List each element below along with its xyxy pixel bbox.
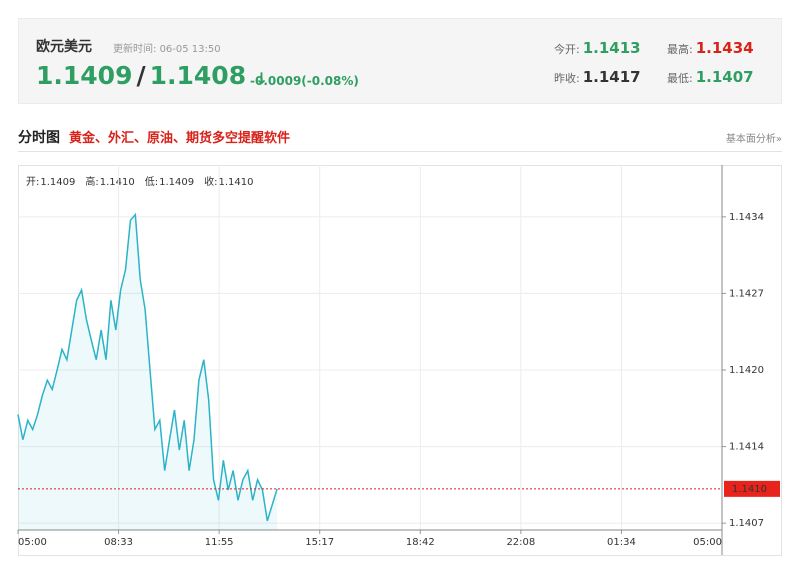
arrow: ↓ [254, 69, 269, 88]
stat: 今开: 1.1413 [554, 39, 641, 57]
y-tick-label: 1.1407 [729, 518, 764, 529]
divider [18, 151, 782, 152]
ohlc-value: 1.1409 [159, 177, 194, 188]
ohlc-label: 开: [26, 177, 39, 188]
last-price-badge [724, 480, 780, 497]
stat-label: 最低: [667, 72, 693, 85]
ask: 1.1408 [149, 61, 247, 90]
stat-label: 昨收: [554, 72, 580, 85]
y-tick-label: 1.1434 [729, 212, 764, 223]
ohlc-value: 1.1410 [100, 177, 135, 188]
stat-value: 1.1407 [695, 68, 754, 86]
price: 1.1409/1.1408 ↓ [36, 61, 268, 90]
update-label: 更新时间: [113, 44, 157, 55]
quote-panel: 欧元美元 更新时间: 06-05 13:50 1.1409/1.1408 ↓ -… [18, 18, 782, 104]
ohlc-label: 低: [145, 175, 158, 188]
stat: 昨收: 1.1417 [554, 68, 641, 86]
bid: 1.1409 [36, 61, 133, 90]
ohlc-label: 收: [204, 175, 217, 188]
area [18, 214, 278, 531]
update-time: 更新时间: 06-05 13:50 [113, 40, 221, 55]
x-tick-label: 11:55 [205, 537, 234, 548]
x-tick-label: 08:33 [104, 537, 133, 548]
chart-frame [18, 165, 782, 556]
stat-label: 今开: [554, 43, 580, 56]
ohlc-value: 1.1409 [40, 177, 75, 188]
stat-value: 1.1413 [582, 39, 641, 57]
change: -0.0009(-0.08%) [250, 74, 359, 88]
update-value: 06-05 13:50 [159, 44, 221, 55]
promo-link[interactable]: 黄金、外汇、原油、期货多空提醒软件 [69, 131, 291, 146]
x-tick-label: 22:08 [506, 537, 535, 548]
ohlc-value: 1.1410 [219, 177, 254, 188]
x-tick-label: 15:17 [305, 537, 334, 548]
price-line [17, 212, 278, 522]
ohlc-label: 高: [85, 175, 98, 188]
stat: 最低: 1.1407 [667, 68, 754, 86]
instrument-name: 欧元美元 [36, 39, 92, 55]
x-tick-label: 05:00 [693, 537, 722, 548]
x-tick-label: 01:34 [607, 537, 636, 548]
x-tick-label: 05:00 [18, 537, 47, 548]
x-tick-label: 18:42 [406, 537, 435, 548]
y-tick-label: 1.1427 [729, 288, 764, 299]
stat: 最高: 1.1434 [667, 39, 754, 57]
last-price-label: 1.1410 [732, 484, 767, 495]
y-tick-label: 1.1414 [729, 442, 764, 453]
stat-value: 1.1434 [695, 39, 754, 57]
section-title: 分时图 [18, 130, 60, 146]
y-tick-label: 1.1420 [729, 365, 764, 376]
separator: / [136, 61, 146, 90]
analysis-link[interactable]: 基本面分析» [725, 134, 782, 145]
stat-label: 最高: [667, 43, 693, 56]
stat-value: 1.1417 [582, 68, 641, 86]
